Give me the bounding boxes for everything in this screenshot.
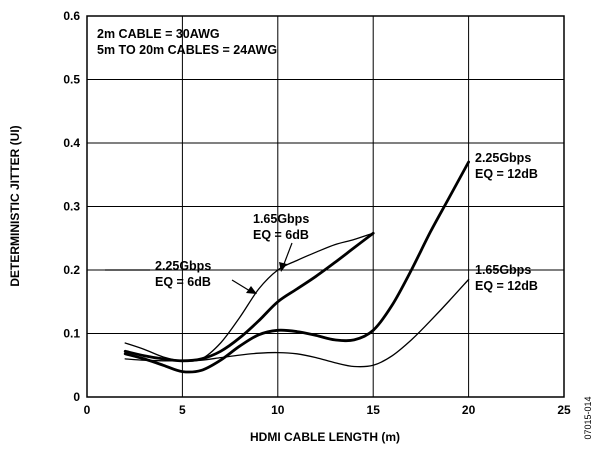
- x-tick-label: 0: [84, 403, 91, 417]
- grid: [86, 15, 565, 398]
- y-tick-label: 0.6: [63, 9, 80, 23]
- y-tick-label: 0.1: [63, 327, 80, 341]
- annotation-arrowhead: [246, 286, 257, 294]
- annotation-line: EQ = 12dB: [475, 279, 538, 293]
- tick-labels: 0 5 10 15 20 25 0 0.1 0.2 0.3 0.4 0.5 0.6: [63, 9, 571, 417]
- x-tick-label: 15: [367, 403, 381, 417]
- x-tick-label: 10: [271, 403, 285, 417]
- y-tick-label: 0.2: [63, 263, 80, 277]
- annotation-arrow: [231, 279, 251, 292]
- plot-frame: [86, 15, 565, 398]
- y-tick-label: 0.5: [63, 73, 80, 87]
- legend-box: 2m CABLE = 30AWG 5m TO 20m CABLES = 24AW…: [97, 27, 277, 57]
- y-tick-label: 0: [73, 390, 80, 404]
- x-axis-title: HDMI CABLE LENGTH (m): [250, 430, 400, 444]
- y-tick-label: 0.3: [63, 200, 80, 214]
- series-line-1: [124, 232, 374, 362]
- annotation-2-25gbps-12db: 2.25Gbps EQ = 12dB: [475, 151, 538, 181]
- series-line-3: [123, 160, 470, 374]
- y-tick-label: 0.4: [63, 136, 80, 150]
- series-lines: [123, 160, 470, 374]
- annotation-line: 1.65Gbps: [475, 263, 531, 277]
- x-tick-label: 5: [179, 403, 186, 417]
- series-line-4: [124, 278, 470, 368]
- annotation-2-25gbps-6db: 2.25Gbps EQ = 6dB: [105, 259, 257, 294]
- annotation-1-65gbps-12db: 1.65Gbps EQ = 12dB: [475, 263, 538, 293]
- annotation-1-65gbps-6db: 1.65Gbps EQ = 6dB: [253, 212, 309, 272]
- y-axis-title: DETERMINISTIC JITTER (UI): [8, 125, 22, 286]
- x-tick-label: 25: [557, 403, 571, 417]
- annotation-line: 2.25Gbps: [475, 151, 531, 165]
- series-line-2: [123, 231, 375, 363]
- annotation-line: 2.25Gbps: [155, 259, 211, 273]
- annotation-line: EQ = 12dB: [475, 167, 538, 181]
- x-tick-label: 20: [462, 403, 476, 417]
- annotation-line: 1.65Gbps: [253, 212, 309, 226]
- annotation-line: EQ = 6dB: [155, 275, 211, 289]
- annotation-arrowhead: [279, 262, 287, 272]
- legend-line-1: 2m CABLE = 30AWG: [97, 27, 220, 41]
- figure-id: 07015-014: [583, 396, 593, 439]
- legend-line-2: 5m TO 20m CABLES = 24AWG: [97, 43, 277, 57]
- annotation-line: EQ = 6dB: [253, 228, 309, 242]
- annotation-arrow: [283, 242, 293, 265]
